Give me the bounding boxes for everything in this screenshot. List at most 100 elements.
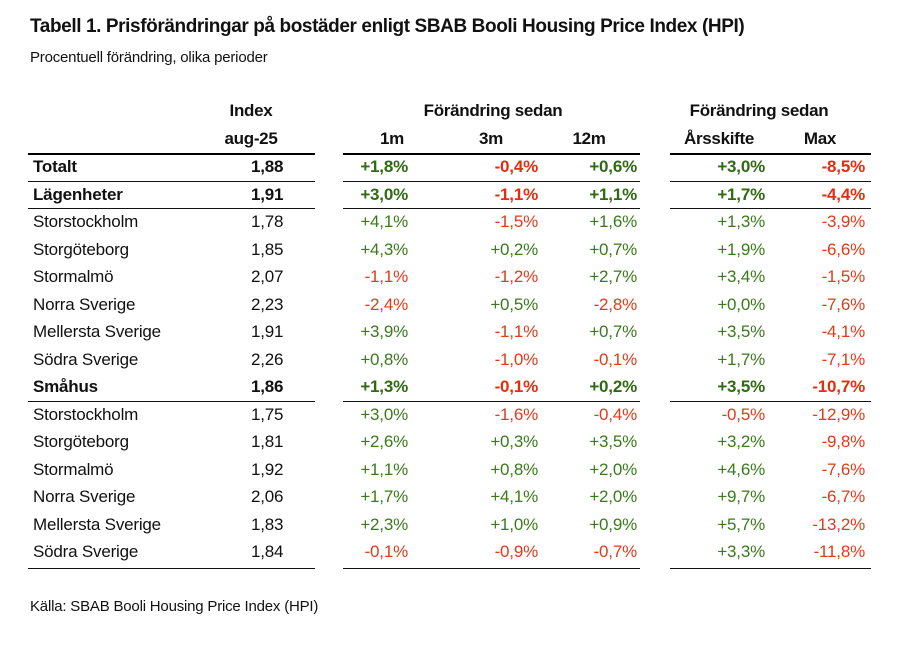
table-rule bbox=[28, 568, 315, 569]
row-value: +4,1% bbox=[360, 212, 408, 231]
row-value: +0,5% bbox=[490, 294, 538, 314]
table-row: Stormalmö 2,07 -1,1% -1,2% +2,7% +3,4% -1,5% bbox=[0, 263, 916, 290]
row-value: -4,1% bbox=[821, 322, 866, 341]
row-value: +1,0% bbox=[490, 514, 538, 534]
table-rule bbox=[28, 181, 315, 182]
row-value: -0,1% bbox=[593, 349, 638, 369]
header-col-arsskifte: Årsskifte bbox=[683, 129, 755, 148]
row-value: +0,6% bbox=[589, 157, 637, 176]
table-row: Södra Sverige 1,84 -0,1% -0,9% -0,7% +3,3% -11… bbox=[0, 538, 916, 565]
header-col-max: Max bbox=[803, 129, 837, 148]
row-value: +2,3% bbox=[360, 514, 408, 534]
header-col-1m: 1m bbox=[380, 129, 404, 148]
row-label: Stormalmö bbox=[33, 267, 114, 286]
table-row: Storgöteborg 1,81 +2,6% +0,3% +3,5% +3,2% -9,8… bbox=[0, 428, 916, 455]
table-rule bbox=[670, 181, 871, 182]
table-rule bbox=[670, 401, 871, 402]
row-label: Södra Sverige bbox=[33, 542, 139, 561]
row-value: +0,3% bbox=[490, 432, 538, 451]
row-value: -2,8% bbox=[593, 294, 638, 314]
row-value: -1,2% bbox=[494, 267, 539, 286]
row-value: +3,0% bbox=[360, 184, 408, 204]
header-col-3m: 3m bbox=[479, 129, 503, 148]
row-value: -1,0% bbox=[494, 349, 539, 369]
header-col-12m: 12m bbox=[572, 129, 606, 148]
row-value: +3,5% bbox=[589, 432, 637, 451]
row-value: +4,3% bbox=[360, 239, 408, 259]
header-group-change-1: Förändring sedan bbox=[423, 101, 563, 120]
row-value: +5,7% bbox=[717, 514, 765, 534]
table-rule bbox=[28, 208, 315, 209]
row-value: -12,9% bbox=[812, 404, 865, 424]
row-value: +3,4% bbox=[717, 267, 765, 286]
row-label: Totalt bbox=[33, 157, 77, 176]
table-row: Storstockholm 1,78 +4,1% -1,5% +1,6% +1,3% -3,… bbox=[0, 208, 916, 235]
row-value: -3,9% bbox=[821, 212, 866, 231]
row-value: -7,6% bbox=[821, 294, 866, 314]
row-label: Storstockholm bbox=[33, 212, 139, 231]
table-rule bbox=[670, 208, 871, 209]
row-label: Mellersta Sverige bbox=[33, 322, 161, 341]
table-row: Storstockholm 1,75 +3,0% -1,6% -0,4% -0,5% -12… bbox=[0, 401, 916, 428]
row-value: +0,7% bbox=[589, 239, 637, 259]
row-value: -1,6% bbox=[494, 404, 539, 424]
row-value: -8,5% bbox=[821, 157, 866, 176]
row-label: Norra Sverige bbox=[33, 294, 136, 314]
table-row: Mellersta Sverige 1,83 +2,3% +1,0% +0,9% +5,7… bbox=[0, 511, 916, 538]
row-value: +3,2% bbox=[717, 432, 765, 451]
row-value: +4,6% bbox=[717, 459, 765, 479]
row-value: +2,7% bbox=[589, 267, 637, 286]
table-source: Källa: SBAB Booli Housing Price Index (H… bbox=[30, 598, 319, 615]
table-rule bbox=[670, 568, 871, 569]
row-value: +0,9% bbox=[589, 514, 637, 534]
row-value: +3,0% bbox=[360, 404, 408, 424]
row-value: +1,3% bbox=[717, 212, 765, 231]
row-value: +0,2% bbox=[490, 239, 538, 259]
row-label: Norra Sverige bbox=[33, 487, 136, 506]
row-value: -2,4% bbox=[364, 294, 409, 314]
row-value: +0,0% bbox=[717, 294, 765, 314]
row-value: +1,7% bbox=[360, 487, 408, 506]
row-value: +2,6% bbox=[360, 432, 408, 451]
row-value: -6,6% bbox=[821, 239, 866, 259]
table-row: Småhus 1,86 +1,3% -0,1% +0,2% +3,5% -10,7% bbox=[0, 373, 916, 400]
row-value: -7,1% bbox=[821, 349, 866, 369]
row-value: -6,7% bbox=[821, 487, 866, 506]
table-rule bbox=[343, 568, 640, 569]
row-label: Storgöteborg bbox=[33, 432, 129, 451]
table-rule bbox=[343, 153, 640, 155]
table-rule bbox=[670, 153, 871, 155]
row-value: -10,7% bbox=[812, 377, 865, 396]
row-value: +4,1% bbox=[490, 487, 538, 506]
row-label: Mellersta Sverige bbox=[33, 514, 161, 534]
row-label: Storgöteborg bbox=[33, 239, 129, 259]
table-rule bbox=[343, 181, 640, 182]
row-value: +3,5% bbox=[717, 322, 765, 341]
table-row: Södra Sverige 2,26 +0,8% -1,0% -0,1% +1,7% -7,… bbox=[0, 346, 916, 373]
row-value: +3,5% bbox=[717, 377, 765, 396]
row-value: +3,3% bbox=[717, 542, 765, 561]
row-value: -1,1% bbox=[494, 322, 539, 341]
row-value: +3,0% bbox=[717, 157, 765, 176]
row-value: +1,8% bbox=[360, 157, 408, 176]
row-value: -9,8% bbox=[821, 432, 866, 451]
row-label: Lägenheter bbox=[33, 184, 123, 204]
row-value: -0,5% bbox=[721, 404, 766, 424]
table-subtitle: Procentuell förändring, olika perioder bbox=[30, 49, 268, 66]
row-value: -1,5% bbox=[821, 267, 866, 286]
table-rule bbox=[28, 153, 315, 155]
row-value: -0,4% bbox=[494, 157, 539, 176]
table-row: Mellersta Sverige 1,91 +3,9% -1,1% +0,7% +3,5… bbox=[0, 318, 916, 345]
table-rule bbox=[28, 401, 315, 402]
row-value: +1,7% bbox=[717, 349, 765, 369]
row-label: Södra Sverige bbox=[33, 349, 139, 369]
row-value: +9,7% bbox=[717, 487, 765, 506]
table-title: Tabell 1. Prisförändringar på bostäder e… bbox=[30, 16, 745, 37]
row-value: +0,8% bbox=[360, 349, 408, 369]
row-value: -0,1% bbox=[364, 542, 409, 561]
row-value: +0,7% bbox=[589, 322, 637, 341]
header-index-date: aug-25 bbox=[224, 129, 278, 148]
row-value: -0,4% bbox=[593, 404, 638, 424]
table-row: Totalt 1,88 +1,8% -0,4% +0,6% +3,0% -8,5% bbox=[0, 153, 916, 180]
row-value: -1,1% bbox=[494, 184, 539, 204]
